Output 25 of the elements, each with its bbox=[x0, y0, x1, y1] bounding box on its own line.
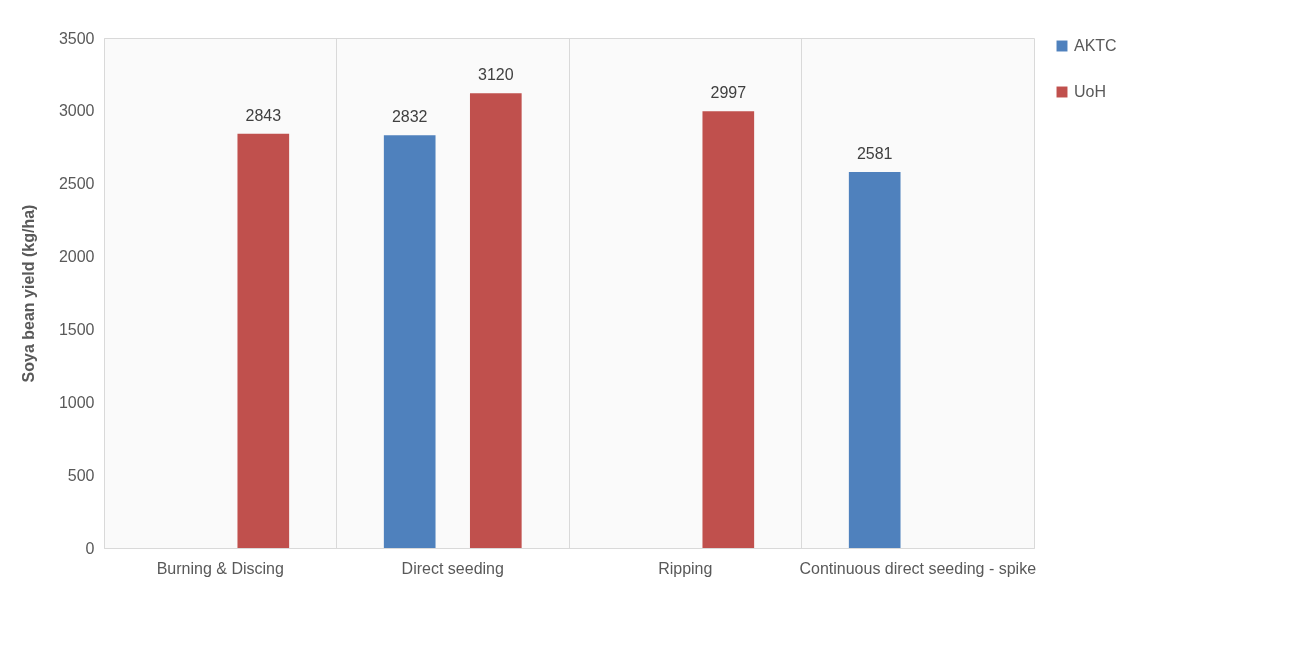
bar bbox=[848, 171, 901, 548]
data-label: 2832 bbox=[391, 108, 428, 126]
bar bbox=[469, 93, 522, 548]
y-tick-label: 500 bbox=[67, 466, 95, 484]
y-axis-title: Soya bean yield (kg/ha) bbox=[19, 204, 37, 383]
bar bbox=[702, 111, 755, 548]
legend-label: AKTC bbox=[1074, 37, 1117, 54]
y-tick-label: 2000 bbox=[58, 248, 95, 266]
y-tick-label: 1000 bbox=[58, 393, 95, 411]
bar bbox=[237, 133, 290, 548]
data-label: 2581 bbox=[856, 144, 893, 162]
x-tick-label: Direct seeding bbox=[401, 559, 504, 577]
legend-label: UoH bbox=[1074, 83, 1107, 100]
bar bbox=[383, 135, 436, 548]
y-tick-label: 2500 bbox=[58, 175, 95, 193]
data-label: 2843 bbox=[245, 106, 282, 124]
y-tick-label: 3500 bbox=[58, 29, 95, 47]
y-tick-label: 3000 bbox=[58, 102, 95, 120]
x-tick-label: Continuous direct seeding - spike bbox=[799, 559, 1037, 577]
data-label: 2997 bbox=[710, 84, 747, 102]
y-tick-label: 0 bbox=[85, 539, 95, 557]
x-tick-label: Burning & Discing bbox=[156, 559, 284, 577]
y-tick-label: 1500 bbox=[58, 320, 95, 338]
data-label: 3120 bbox=[478, 66, 514, 84]
x-tick-label: Ripping bbox=[658, 559, 713, 577]
